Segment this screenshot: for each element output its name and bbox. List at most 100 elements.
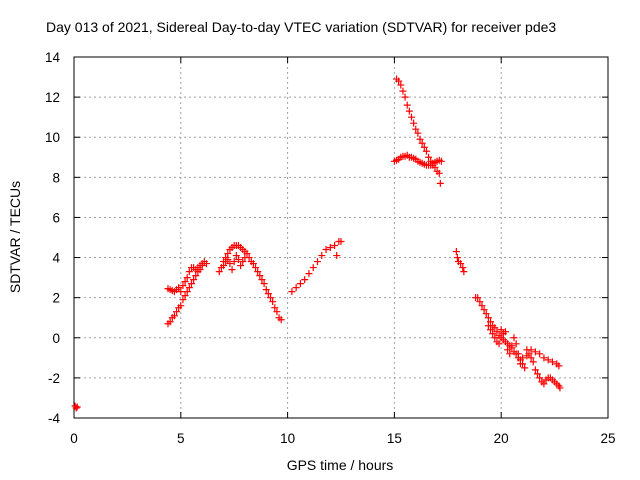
data-point <box>224 250 232 258</box>
data-point <box>273 308 281 316</box>
data-point <box>226 260 234 268</box>
data-point <box>452 248 460 256</box>
data-point <box>309 264 317 272</box>
data-point <box>258 276 266 284</box>
y-tick-label: -4 <box>48 411 60 426</box>
data-point <box>333 252 341 260</box>
data-point <box>252 264 260 272</box>
data-point <box>457 260 465 268</box>
data-point <box>198 262 206 270</box>
data-point <box>399 87 407 95</box>
x-tick-label: 25 <box>600 431 615 446</box>
data-point <box>531 366 539 374</box>
x-axis-label: GPS time / hours <box>287 457 394 473</box>
data-point <box>256 272 264 280</box>
data-point <box>232 252 240 260</box>
data-point <box>179 296 187 304</box>
data-point <box>326 244 334 252</box>
data-point <box>192 272 200 280</box>
y-tick-label: 2 <box>52 291 60 306</box>
data-point <box>437 157 445 165</box>
data-point <box>177 288 185 296</box>
data-point <box>220 262 228 270</box>
data-point <box>73 403 81 411</box>
data-point <box>241 254 249 262</box>
x-axis-tick-labels: 0 5 10 15 20 25 <box>70 431 615 446</box>
data-point <box>190 276 198 284</box>
data-point <box>484 322 492 330</box>
data-point <box>224 256 232 264</box>
data-point <box>497 326 505 334</box>
data-point <box>506 350 514 358</box>
data-point <box>436 179 444 187</box>
data-point <box>314 258 322 266</box>
data-point <box>484 314 492 322</box>
data-point <box>519 354 527 362</box>
data-point <box>521 364 529 372</box>
data-point <box>480 306 488 314</box>
data-point <box>72 404 80 412</box>
y-axis-tick-labels: -4 -2 0 2 4 6 8 10 12 14 <box>45 50 61 426</box>
data-point <box>510 334 518 342</box>
data-point <box>185 268 193 276</box>
data-point <box>401 93 409 101</box>
data-point <box>548 358 556 366</box>
grid <box>74 57 608 418</box>
data-point <box>264 290 272 298</box>
y-tick-label: 4 <box>52 251 60 266</box>
data-point <box>540 380 548 388</box>
data-point <box>489 330 497 338</box>
data-point <box>478 302 486 310</box>
data-point <box>414 129 422 137</box>
x-tick-label: 20 <box>494 431 509 446</box>
data-point <box>254 268 262 276</box>
data-point <box>425 153 433 161</box>
y-tick-label: 10 <box>45 130 60 145</box>
y-tick-label: -2 <box>48 371 60 386</box>
data-point <box>403 101 411 109</box>
data-point <box>177 302 185 310</box>
axis-ticks <box>73 56 609 419</box>
data-point <box>260 280 268 288</box>
data-point <box>416 135 424 143</box>
data-point <box>183 288 191 296</box>
data-points <box>71 75 564 412</box>
data-point <box>173 308 181 316</box>
data-point <box>495 340 503 348</box>
data-point <box>262 286 270 294</box>
data-point <box>474 294 482 302</box>
data-point <box>230 258 238 266</box>
data-point <box>527 346 535 354</box>
data-point <box>239 258 247 266</box>
data-point <box>175 284 183 292</box>
data-point <box>397 81 405 89</box>
x-tick-label: 15 <box>387 431 402 446</box>
data-point <box>234 256 242 264</box>
data-point <box>516 360 524 368</box>
y-axis-label: SDTVAR / TECUs <box>7 181 23 293</box>
data-point <box>493 328 501 336</box>
data-point <box>435 169 443 177</box>
y-tick-label: 0 <box>52 331 60 346</box>
data-point <box>267 294 275 302</box>
data-point <box>237 262 245 270</box>
data-point <box>331 242 339 250</box>
data-point <box>536 374 544 382</box>
data-point <box>420 143 428 151</box>
data-point <box>269 298 277 306</box>
data-point <box>166 318 174 326</box>
data-point <box>453 254 461 262</box>
data-point <box>322 246 330 254</box>
data-point <box>487 326 495 334</box>
data-point <box>476 298 484 306</box>
data-point <box>305 270 313 278</box>
data-point <box>527 354 535 362</box>
data-point <box>523 352 531 360</box>
data-point <box>544 356 552 364</box>
data-point <box>529 358 537 366</box>
data-point <box>318 252 326 260</box>
data-point <box>491 334 499 342</box>
data-point <box>460 268 468 276</box>
data-point <box>243 250 251 258</box>
